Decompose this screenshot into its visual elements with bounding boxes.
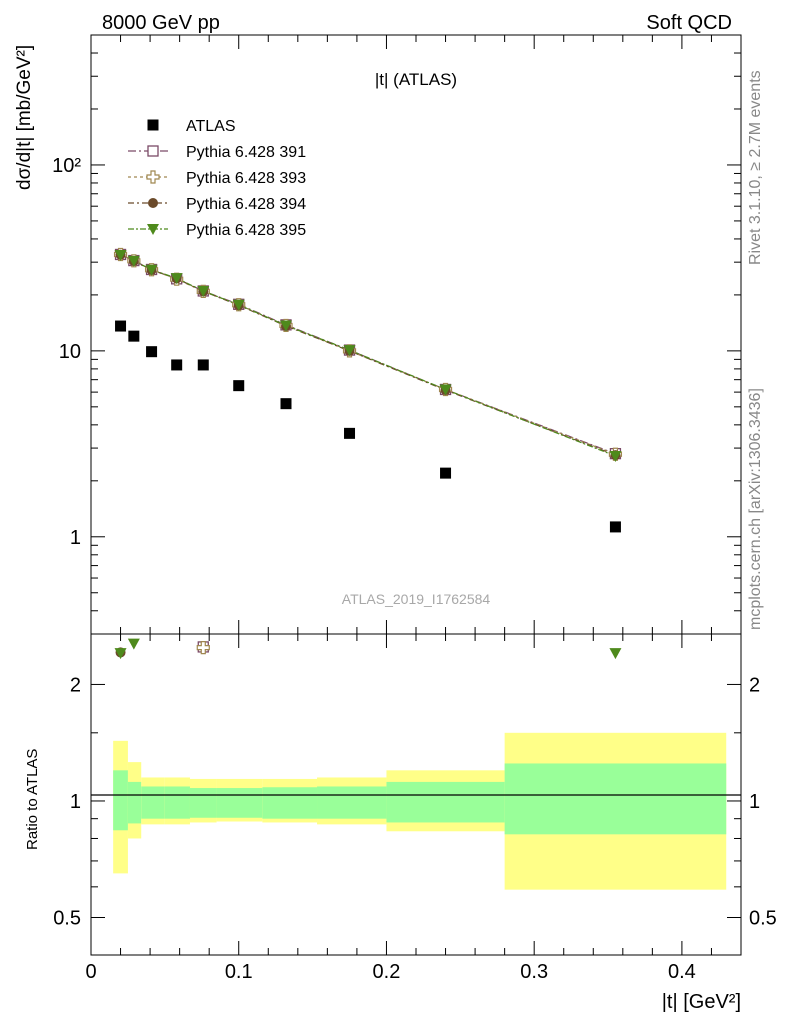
header-right: Soft QCD [646,12,732,34]
y-tick-label: 10 [59,341,81,363]
ratio-ylabel: Ratio to ATLAS [24,749,41,850]
legend-label: ATLAS [186,118,236,135]
stat-uncertainty-band [141,786,165,819]
ratio-point [114,648,127,660]
data-point [128,330,140,342]
data-point [344,427,356,439]
rivet-label: Rivet 3.1.10, ≥ 2.7M events [747,70,764,265]
stat-uncertainty-band [127,781,142,824]
ratio-y-tick-label-right: 0.5 [749,907,777,929]
legend-marker [147,224,159,235]
x-tick-label: 0.2 [373,961,401,983]
x-tick-label: 0 [85,961,96,983]
ratio-xlabel: |t| [GeV²] [662,991,741,1013]
series-line-4 [120,254,616,457]
header-left: 8000 GeV pp [102,12,220,34]
data-point [170,273,183,285]
data-point [115,320,127,332]
stat-uncertainty-band [216,788,263,818]
data-point [609,521,621,533]
x-tick-label: 0.4 [668,961,696,983]
data-point [343,345,356,357]
legend-label: Pythia 6.428 391 [186,144,306,161]
data-point [146,346,158,358]
x-tick-label: 0.3 [520,961,548,983]
stat-uncertainty-band [262,787,318,819]
ratio-y-tick-label-left: 0.5 [53,907,81,929]
stat-uncertainty-band [317,786,387,819]
ratio-y-tick-label-left: 2 [70,674,81,696]
data-point [171,359,183,371]
ratio-panel: 0.5 0.5 1 1 2 2 0 0.1 0.2 0.3 0.4 Ratio to ATLAS |… [24,633,777,1013]
series-line-1 [120,253,616,455]
stat-uncertainty-band [113,770,128,831]
legend-marker [146,170,160,184]
legend-label: Pythia 6.428 395 [186,222,306,239]
ratio-y-tick-label-left: 1 [70,791,81,813]
mcplots-label: mcplots.cern.ch [arXiv:1306.3436] [747,388,764,630]
data-point [197,359,209,371]
series-line-2 [120,253,616,455]
data-point [440,467,452,479]
ratio-point [196,641,210,655]
stat-uncertainty-band [504,763,727,835]
legend-marker [147,145,159,157]
data-point [232,299,245,311]
data-point [145,264,158,276]
analysis-watermark: ATLAS_2019_I1762584 [342,591,491,607]
stat-uncertainty-band [164,786,190,819]
data-point [439,384,452,396]
ratio-y-tick-label-right: 1 [749,791,760,813]
data-point [280,320,292,332]
legend-label: Pythia 6.428 394 [186,196,306,213]
main-title: |t| (ATLAS) [375,70,457,89]
data-point [609,450,622,462]
data-point [280,398,292,410]
legend-marker [147,119,159,131]
ratio-y-tick-label-right: 2 [749,674,760,696]
data-point [233,380,245,392]
stat-uncertainty-band [189,788,217,818]
data-point [197,285,210,297]
legend: ATLAS Pythia 6.428 391 Pythia 6.428 393 Pyt… [128,118,306,239]
legend-marker [148,198,158,208]
ratio-point [127,638,140,650]
y-tick-label: 1 [70,527,81,549]
x-tick-label: 0.1 [225,961,253,983]
ratio-point [609,648,622,660]
legend-label: Pythia 6.428 393 [186,170,306,187]
data-point [127,255,140,267]
data-point [114,249,127,261]
y-tick-label: 10² [52,155,81,177]
main-ylabel: dσ/d|t| [mb/GeV²] [14,45,35,190]
stat-uncertainty-band [386,781,505,823]
main-panel: 1 10 10² |t| (ATLAS) ATLAS_2019_I1762584 A… [14,34,742,635]
